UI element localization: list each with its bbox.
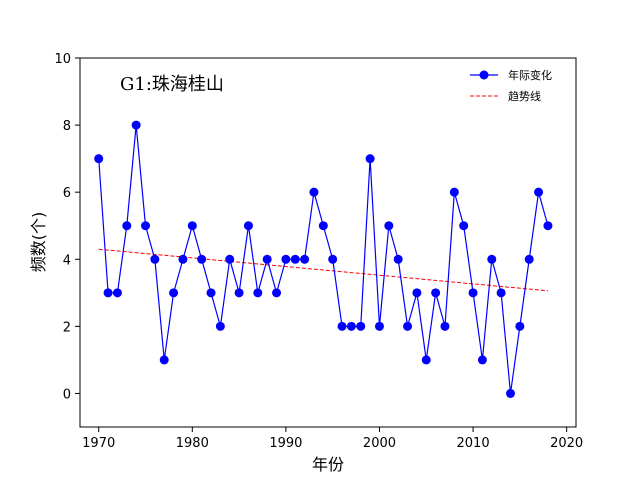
y-axis-title: 频数(个) xyxy=(29,212,48,273)
data-point xyxy=(215,321,225,331)
data-point xyxy=(515,321,525,331)
data-point xyxy=(290,254,300,264)
chart-annotation: G1:珠海桂山 xyxy=(120,74,224,95)
data-point xyxy=(468,288,478,298)
data-point xyxy=(505,388,515,398)
data-point xyxy=(384,221,394,231)
legend-label-series-2: 趋势线 xyxy=(508,89,541,103)
y-tick-label: 0 xyxy=(63,387,71,402)
data-point xyxy=(169,288,179,298)
data-point xyxy=(272,288,282,298)
data-point xyxy=(374,321,384,331)
data-point xyxy=(197,254,207,264)
y-tick-label: 8 xyxy=(63,119,71,134)
data-point xyxy=(318,221,328,231)
x-axis-title: 年份 xyxy=(312,455,344,474)
data-point xyxy=(328,254,338,264)
data-point xyxy=(243,221,253,231)
data-point xyxy=(449,187,459,197)
data-point xyxy=(412,288,422,298)
data-point xyxy=(103,288,113,298)
data-point xyxy=(487,254,497,264)
data-point xyxy=(178,254,188,264)
series-layer xyxy=(94,120,553,398)
x-tick-label: 2020 xyxy=(550,436,583,451)
x-tick-label: 2010 xyxy=(457,436,490,451)
legend-label-series-1: 年际变化 xyxy=(508,68,552,82)
data-point xyxy=(534,187,544,197)
data-point xyxy=(524,254,534,264)
data-point xyxy=(122,221,132,231)
data-point xyxy=(393,254,403,264)
y-tick-label: 4 xyxy=(63,253,71,268)
data-point xyxy=(496,288,506,298)
data-point xyxy=(131,120,141,130)
data-point xyxy=(421,355,431,365)
trend-line xyxy=(98,248,548,292)
data-point xyxy=(309,187,319,197)
data-point xyxy=(281,254,291,264)
data-point xyxy=(112,288,122,298)
data-point xyxy=(403,321,413,331)
legend: 年际变化 趋势线 xyxy=(470,68,552,103)
x-tick-label: 1990 xyxy=(269,436,302,451)
x-tick-label: 1970 xyxy=(82,436,115,451)
data-point xyxy=(543,221,553,231)
y-tick-label: 10 xyxy=(54,52,71,67)
data-point xyxy=(459,221,469,231)
data-point xyxy=(253,288,263,298)
data-point xyxy=(225,254,235,264)
data-point xyxy=(159,355,169,365)
y-tick-label: 2 xyxy=(63,320,71,335)
data-point xyxy=(440,321,450,331)
x-tick-label: 1980 xyxy=(176,436,209,451)
y-tick-label: 6 xyxy=(63,186,71,201)
data-point xyxy=(477,355,487,365)
data-point xyxy=(234,288,244,298)
data-point xyxy=(431,288,441,298)
data-point xyxy=(150,254,160,264)
axis-ticks: 1970 1980 1990 2000 2010 2020 0 2 4 6 8 10 xyxy=(54,52,583,451)
data-point xyxy=(94,154,104,164)
data-point xyxy=(337,321,347,331)
data-point xyxy=(365,154,375,164)
data-point xyxy=(300,254,310,264)
data-point xyxy=(262,254,272,264)
data-point xyxy=(206,288,216,298)
data-point xyxy=(187,221,197,231)
data-point xyxy=(141,221,151,231)
x-tick-label: 2000 xyxy=(363,436,396,451)
legend-marker-series-1 xyxy=(479,70,489,80)
data-point xyxy=(356,321,366,331)
data-point xyxy=(346,321,356,331)
